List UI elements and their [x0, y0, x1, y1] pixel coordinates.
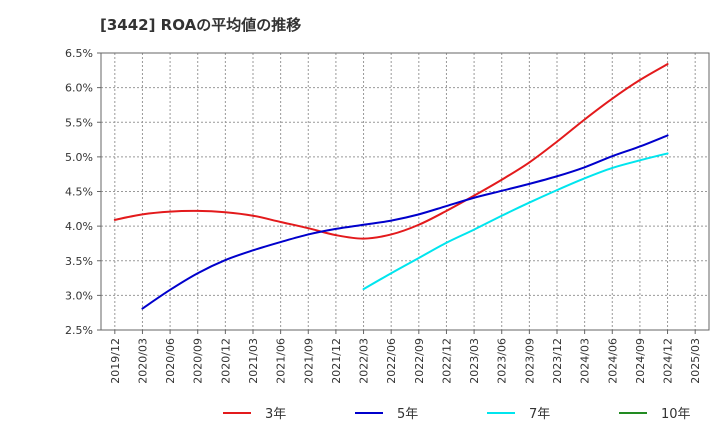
x-tick-label: 2025/03 [689, 338, 702, 384]
legend-label-0: 3年 [265, 407, 286, 422]
legend-label-2: 7年 [529, 407, 550, 422]
series-line-0 [113, 63, 669, 240]
y-tick-label: 2.5% [65, 324, 93, 337]
x-tick-label: 2023/06 [496, 338, 509, 384]
series-layer [113, 63, 669, 310]
x-tick-label: 2023/09 [523, 338, 536, 384]
x-tick-label: 2020/12 [219, 338, 232, 384]
x-tick-label: 2022/12 [440, 338, 453, 384]
y-tick-label: 3.0% [65, 289, 93, 302]
x-tick-label: 2021/06 [275, 338, 288, 384]
y-tick-label: 6.5% [65, 47, 93, 60]
x-tick-label: 2023/03 [468, 338, 481, 384]
series-line-2 [362, 152, 669, 291]
x-tick-label: 2022/06 [385, 338, 398, 384]
x-tick-label: 2021/09 [302, 338, 315, 384]
y-axis: 2.5% 3.0% 3.5% 4.0% 4.5% 5.0% 5.5% 6.0% 6.5% [65, 47, 101, 337]
y-tick-label: 4.5% [65, 186, 93, 199]
x-tick-label: 2023/12 [551, 338, 564, 384]
x-tick-label: 2022/03 [358, 338, 371, 384]
x-tick-label: 2022/09 [413, 338, 426, 384]
x-tick-label: 2021/12 [330, 338, 343, 384]
x-tick-label: 2020/03 [136, 338, 149, 384]
legend: 3年 5年 7年 10年 [223, 407, 691, 422]
x-tick-label: 2024/06 [606, 338, 619, 384]
y-tick-label: 6.0% [65, 82, 93, 95]
x-axis: 2019/12 2020/03 2020/06 2020/09 2020/12 2021/… [109, 330, 702, 384]
x-tick-label: 2020/09 [192, 338, 205, 384]
x-tick-label: 2024/09 [634, 338, 647, 384]
y-tick-label: 5.0% [65, 151, 93, 164]
chart-title: [3442] ROAの平均値の推移 [100, 16, 302, 34]
grid-layer [101, 53, 709, 330]
legend-label-3: 10年 [661, 407, 691, 422]
x-tick-label: 2024/12 [662, 338, 675, 384]
y-tick-label: 5.5% [65, 116, 93, 129]
series-line-1 [141, 134, 669, 310]
x-tick-label: 2020/06 [164, 338, 177, 384]
y-tick-label: 3.5% [65, 255, 93, 268]
x-tick-label: 2024/03 [579, 338, 592, 384]
y-tick-label: 4.0% [65, 220, 93, 233]
x-tick-label: 2019/12 [109, 338, 122, 384]
legend-label-1: 5年 [397, 407, 418, 422]
x-tick-label: 2021/03 [247, 338, 260, 384]
